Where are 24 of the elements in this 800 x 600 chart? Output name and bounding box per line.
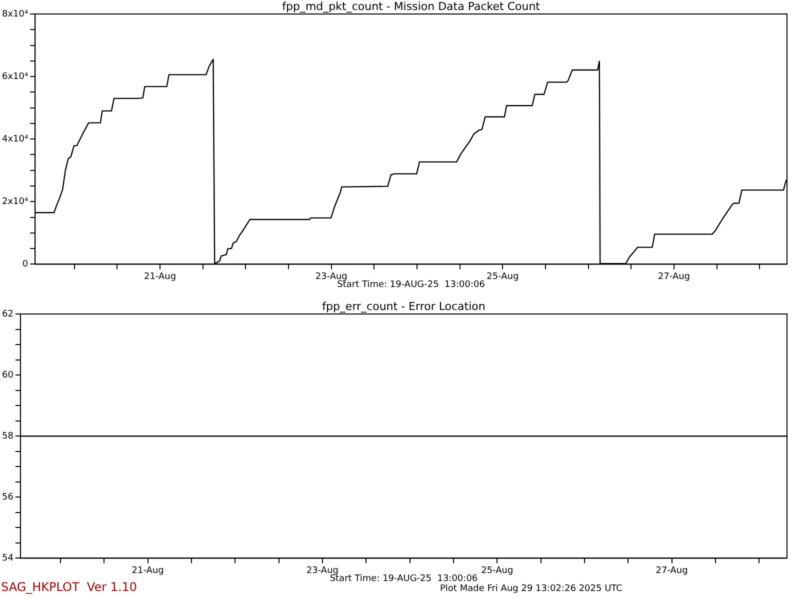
y-tick-label: 0 — [22, 260, 28, 270]
y-tick-label: 2x10⁴ — [2, 196, 28, 207]
x-tick-label: 27-Aug — [658, 272, 690, 282]
x-tick-label: 27-Aug — [656, 566, 688, 576]
y-tick-label: 4x10⁴ — [2, 134, 28, 144]
y-tick-label: 60 — [2, 370, 14, 380]
x-tick-label: 21-Aug — [132, 566, 164, 576]
text: Start Time: 19-AUG-25 13:00:06 — [337, 280, 486, 290]
chart-title: fpp_err_count - Error Location — [322, 300, 486, 313]
y-tick-label: 62 — [2, 309, 14, 320]
y-tick-label: 8x10⁴ — [2, 9, 28, 20]
x-tick-label: 21-Aug — [144, 272, 176, 282]
y-tick-label: 54 — [2, 554, 14, 564]
y-tick-label: 58 — [2, 431, 14, 442]
x-tick-label: 25-Aug — [481, 566, 514, 576]
text: Start Time: 19-AUG-25 13:00:06 — [330, 574, 478, 584]
text: SAG_HKPLOT Ver 1.10 — [1, 580, 138, 594]
x-tick-label: 23-Aug — [315, 272, 348, 282]
text: Plot Made Fri Aug 29 13:02:26 2025 UTC — [440, 584, 622, 594]
y-tick-label: 6x10⁴ — [2, 72, 28, 82]
chart-title: fpp_md_pkt_count - Mission Data Packet Count — [282, 0, 541, 13]
y-tick-label: 56 — [2, 492, 14, 502]
x-tick-label: 23-Aug — [306, 566, 338, 576]
x-tick-label: 25-Aug — [486, 272, 519, 282]
